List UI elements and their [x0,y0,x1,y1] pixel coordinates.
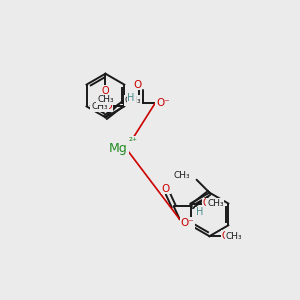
Text: CH₃: CH₃ [174,171,190,180]
Text: H: H [128,94,135,103]
Text: Mg: Mg [109,142,128,154]
Text: O: O [105,101,112,111]
Text: CH₃: CH₃ [91,102,108,111]
Text: CH₃: CH₃ [124,96,141,105]
Text: O: O [162,184,170,194]
Text: O: O [202,199,210,208]
Text: O⁻: O⁻ [156,98,170,108]
Text: CH₃: CH₃ [226,232,242,241]
Text: O: O [133,80,141,90]
Text: O: O [221,231,229,241]
Text: O: O [102,85,109,96]
Text: H: H [196,207,203,218]
Text: CH₃: CH₃ [97,95,114,104]
Text: CH₃: CH₃ [207,199,224,208]
Text: O⁻: O⁻ [181,218,194,228]
Text: ²⁺: ²⁺ [129,137,138,147]
